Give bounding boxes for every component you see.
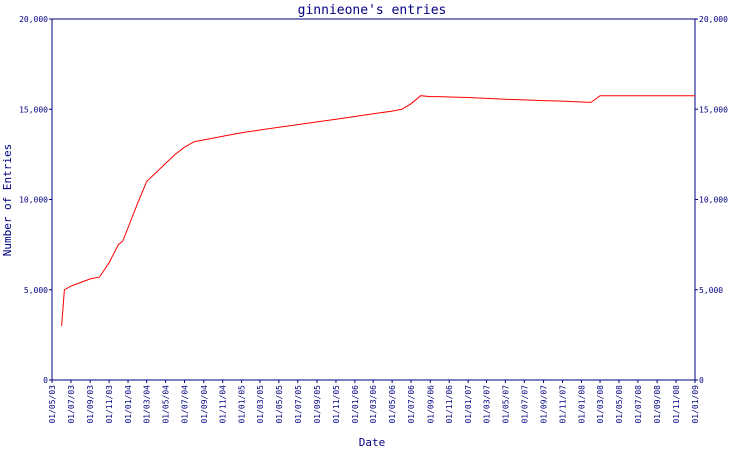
x-tick-label: 01/11/05 — [332, 385, 341, 424]
x-tick-label: 01/11/08 — [672, 385, 681, 424]
x-tick-label: 01/07/03 — [67, 385, 76, 424]
y-tick-label-left: 20,000 — [19, 15, 48, 24]
y-tick-label-right: 10,000 — [699, 196, 728, 205]
y-tick-label-left: 5,000 — [24, 286, 48, 295]
y-axis-right: 0 5,000 10,000 15,000 20,000 — [695, 15, 728, 385]
x-tick-label: 01/05/05 — [275, 385, 284, 424]
x-tick-label: 01/03/05 — [256, 385, 265, 424]
series-line — [61, 95, 695, 326]
chart-title: ginnieone's entries — [298, 3, 447, 18]
y-tick-label-right: 0 — [699, 376, 704, 385]
x-tick-label: 01/03/06 — [369, 385, 378, 424]
y-tick-label-right: 20,000 — [699, 15, 728, 24]
y-tick-label-left: 0 — [43, 376, 48, 385]
x-axis: 01/05/03 01/07/03 01/09/03 01/11/03 01/01/04… — [48, 380, 700, 424]
y-axis-left: 0 5,000 10,000 15,000 20,000 — [19, 15, 52, 385]
plot-area — [51, 18, 696, 381]
x-tick-label: 01/07/05 — [294, 385, 303, 424]
x-tick-label: 01/01/09 — [691, 385, 700, 424]
x-tick-label: 01/05/07 — [501, 385, 510, 424]
x-tick-label: 01/01/08 — [577, 385, 586, 424]
x-tick-label: 01/03/07 — [482, 385, 491, 424]
x-tick-label: 01/07/07 — [520, 385, 529, 424]
x-tick-label: 01/01/05 — [238, 385, 247, 424]
x-tick-label: 01/11/04 — [219, 385, 228, 424]
x-tick-label: 01/07/06 — [407, 385, 416, 424]
y-tick-label-left: 10,000 — [19, 196, 48, 205]
x-tick-label: 01/05/08 — [615, 385, 624, 424]
x-tick-label: 01/03/08 — [596, 385, 605, 424]
x-tick-label: 01/09/07 — [540, 385, 549, 424]
x-tick-label: 01/09/08 — [653, 385, 662, 424]
x-tick-label: 01/09/04 — [200, 385, 209, 424]
x-axis-label: Date — [359, 436, 386, 449]
x-tick-label: 01/07/08 — [634, 385, 643, 424]
x-tick-label: 01/05/04 — [162, 385, 171, 424]
x-tick-label: 01/05/06 — [388, 385, 397, 424]
x-tick-label: 01/01/07 — [464, 385, 473, 424]
x-tick-label: 01/01/06 — [351, 385, 360, 424]
x-tick-label: 01/05/03 — [48, 385, 57, 424]
x-tick-label: 01/07/04 — [181, 385, 190, 424]
y-tick-label-right: 5,000 — [699, 286, 723, 295]
x-tick-label: 01/11/03 — [105, 385, 114, 424]
x-tick-label: 01/11/06 — [445, 385, 454, 424]
y-tick-label-left: 15,000 — [19, 105, 48, 114]
x-tick-label: 01/09/03 — [86, 385, 95, 424]
y-axis-label: Number of Entries — [1, 144, 14, 257]
x-tick-label: 01/09/06 — [426, 385, 435, 424]
x-tick-label: 01/09/05 — [313, 385, 322, 424]
x-tick-label: 01/03/04 — [143, 385, 152, 424]
x-tick-label: 01/01/04 — [124, 385, 133, 424]
x-tick-label: 01/11/07 — [558, 385, 567, 424]
series-layer — [61, 95, 695, 326]
y-tick-label-right: 15,000 — [699, 105, 728, 114]
